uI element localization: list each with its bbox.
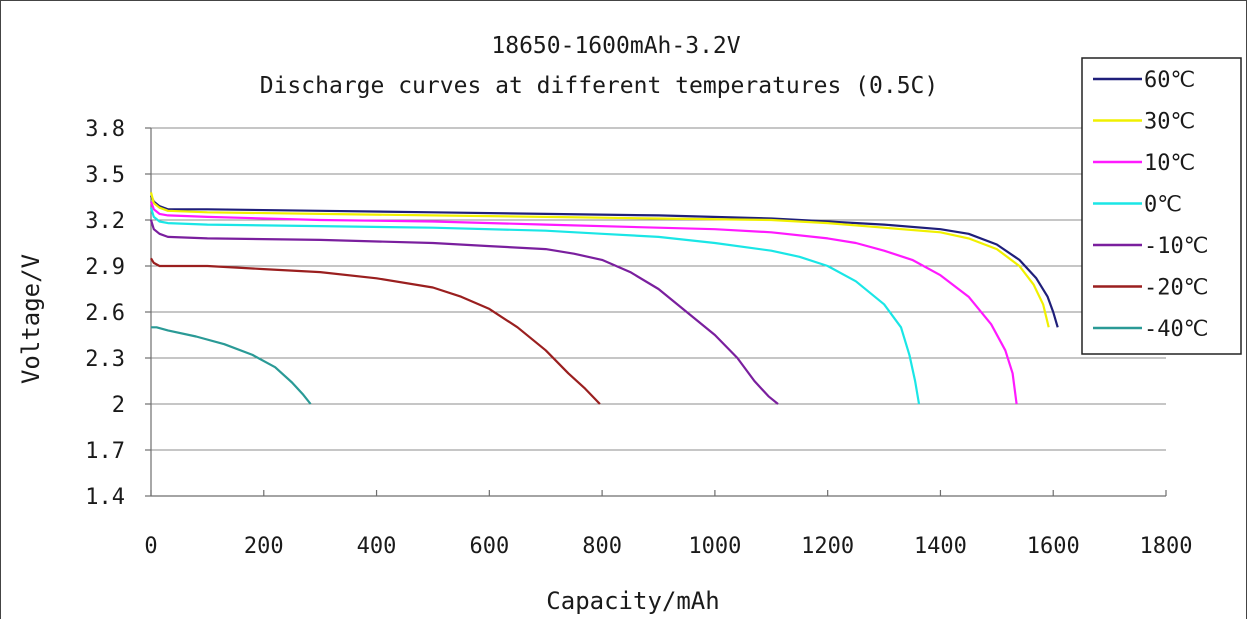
series-line: [150, 195, 1059, 328]
x-tick-label: 1600: [1027, 534, 1080, 559]
series-line: [149, 219, 779, 405]
axes: [145, 127, 1167, 497]
y-tick-label: 1.4: [85, 485, 125, 510]
x-tick-label: 1000: [688, 534, 741, 559]
y-tick-label: 2.9: [85, 255, 125, 280]
chart-subtitle: Discharge curves at different temperatur…: [260, 73, 939, 99]
x-tick-label: 200: [244, 534, 284, 559]
x-tick-label: 1200: [801, 534, 854, 559]
y-tick-label: 3.2: [85, 209, 125, 234]
x-tick-label: 1400: [914, 534, 967, 559]
y-tick-label: 3.5: [85, 163, 125, 188]
x-tick-label: 400: [357, 534, 397, 559]
legend-label: 60℃: [1144, 68, 1195, 93]
y-tick-label: 2.6: [85, 301, 125, 326]
legend-label: 0℃: [1144, 193, 1182, 218]
y-tick-label: 1.7: [85, 439, 125, 464]
series-line: [149, 201, 1018, 405]
series-line: [150, 257, 601, 405]
y-tick-label: 2: [112, 393, 125, 418]
y-tick-labels: 3.8 3.5 3.2 2.9 2.6 2.3 2 1.7 1.4: [85, 117, 125, 510]
legend-label: 30℃: [1144, 110, 1195, 135]
x-tick-label: 0: [144, 534, 157, 559]
x-tick-label: 1800: [1140, 534, 1193, 559]
x-tick-labels: 0 200 400 600 800 1000 1200 1400 1600 1800: [144, 534, 1192, 559]
legend-label: -20℃: [1144, 276, 1208, 301]
y-tick-label: 3.8: [85, 117, 125, 142]
series-line: [149, 192, 1050, 328]
series-line: [151, 326, 312, 405]
x-tick-label: 600: [469, 534, 509, 559]
legend-box: [1081, 57, 1242, 355]
y-tick-label: 2.3: [85, 347, 125, 372]
legend: 60℃ 30℃ 10℃ 0℃ -10℃ -20℃ -40℃: [1081, 57, 1242, 355]
chart-title: 18650-1600mAh-3.2V: [491, 33, 740, 59]
legend-label: -40℃: [1144, 317, 1208, 342]
discharge-curves: [149, 192, 1059, 405]
series-line: [149, 207, 921, 405]
x-axis-label: Capacity/mAh: [546, 587, 719, 615]
y-axis-label: Voltage/V: [17, 254, 45, 384]
legend-label: 10℃: [1144, 151, 1195, 176]
x-tick-label: 800: [582, 534, 622, 559]
legend-label: -10℃: [1144, 234, 1208, 259]
